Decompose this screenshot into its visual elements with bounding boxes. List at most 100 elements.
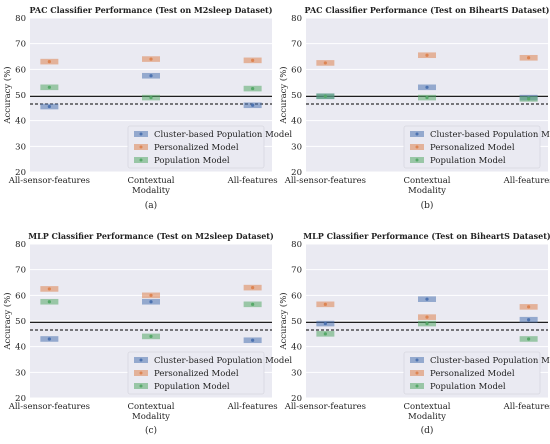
legend-label-personalized: Personalized Model	[430, 369, 515, 379]
data-point-cluster	[323, 321, 327, 326]
panel-caption: (d)	[421, 425, 434, 436]
x-tick-label: All-sensor-features	[284, 402, 366, 412]
legend-marker-population	[415, 158, 419, 162]
chart-title: MLP Classifier Performance (Test on Bihe…	[303, 231, 550, 241]
data-point-population	[323, 332, 327, 336]
data-point-population	[149, 334, 153, 338]
data-point-personalized	[323, 61, 327, 65]
y-tick-label: 20	[15, 168, 26, 178]
y-tick-label: 50	[15, 91, 26, 101]
legend-marker-cluster	[139, 132, 143, 136]
y-tick-label: 20	[15, 394, 26, 404]
y-tick-label: 70	[291, 40, 302, 50]
chart-panel-2: 20 30 40 50 60 70 80 All-sensor-features Context…	[278, 5, 550, 211]
legend-marker-personalized	[415, 145, 419, 149]
legend: Cluster-based Population Model Personaliz…	[403, 351, 550, 395]
data-point-population	[149, 95, 153, 100]
y-tick-label: 40	[291, 343, 302, 353]
y-tick-label: 30	[15, 142, 26, 152]
legend-label-personalized: Personalized Model	[154, 143, 239, 153]
legend-marker-personalized	[415, 371, 419, 375]
legend-label-population: Population Model	[430, 382, 506, 392]
legend-marker-population	[139, 158, 143, 162]
data-point-population	[527, 337, 531, 341]
legend: Cluster-based Population Model Personaliz…	[127, 125, 292, 169]
data-point-personalized	[251, 286, 255, 290]
y-tick-label: 60	[15, 65, 26, 75]
x-axis-label: Modality	[132, 412, 170, 422]
y-tick-label: 60	[291, 65, 302, 75]
data-point-personalized	[425, 53, 429, 57]
y-tick-label: 30	[291, 142, 302, 152]
x-axis-label: Modality	[408, 186, 446, 196]
panel-caption: (a)	[145, 200, 157, 211]
x-tick-label: All-sensor-features	[8, 402, 90, 412]
chart-title: PAC Classifier Performance (Test on Bihe…	[305, 5, 550, 15]
legend-label-population: Population Model	[154, 382, 230, 392]
data-point-personalized	[425, 315, 429, 319]
y-tick-label: 80	[15, 14, 26, 24]
y-tick-label: 30	[291, 368, 302, 378]
data-point-population	[251, 302, 255, 306]
chart-panel-4: 20 30 40 50 60 70 80 All-sensor-features Context…	[278, 231, 550, 436]
y-tick-label: 60	[291, 291, 302, 301]
y-tick-label: 80	[291, 240, 302, 250]
x-tick-label: All-features	[503, 176, 550, 186]
legend-label-cluster: Cluster-based Population Model	[430, 356, 550, 366]
legend-marker-personalized	[139, 371, 143, 375]
legend-box	[403, 351, 541, 395]
data-point-population	[425, 95, 429, 100]
chart-title: PAC Classifier Performance (Test on M2sl…	[29, 5, 272, 15]
data-point-cluster	[425, 85, 429, 89]
data-point-cluster	[251, 103, 255, 107]
data-point-personalized	[527, 56, 531, 60]
y-tick-label: 30	[15, 368, 26, 378]
y-tick-label: 70	[15, 266, 26, 276]
legend-box	[403, 125, 541, 169]
legend-box	[127, 351, 265, 395]
y-tick-label: 50	[291, 317, 302, 327]
y-axis-label: Accuracy (%)	[2, 66, 13, 124]
legend-label-cluster: Cluster-based Population Model	[154, 356, 292, 366]
y-tick-label: 50	[291, 91, 302, 101]
data-point-population	[527, 97, 531, 101]
legend-label-personalized: Personalized Model	[154, 369, 239, 379]
x-axis-label: Modality	[408, 412, 446, 422]
x-tick-label: All-features	[227, 176, 278, 186]
legend-marker-cluster	[139, 358, 143, 362]
chart-title: MLP Classifier Performance (Test on M2sl…	[28, 231, 274, 241]
y-axis-label: Accuracy (%)	[278, 66, 289, 124]
y-tick-label: 40	[291, 117, 302, 127]
x-tick-label: All-sensor-features	[284, 176, 366, 186]
legend: Cluster-based Population Model Personaliz…	[403, 125, 550, 169]
panel-caption: (b)	[421, 200, 434, 211]
data-point-personalized	[149, 293, 153, 297]
data-point-cluster	[149, 74, 153, 78]
data-point-population	[425, 321, 429, 326]
panel-caption: (c)	[145, 425, 157, 436]
legend-marker-cluster	[415, 358, 419, 362]
y-tick-label: 60	[15, 291, 26, 301]
legend-marker-cluster	[415, 132, 419, 136]
legend-marker-personalized	[139, 145, 143, 149]
y-tick-label: 40	[15, 117, 26, 127]
y-tick-label: 80	[291, 14, 302, 24]
data-point-cluster	[527, 318, 531, 322]
legend: Cluster-based Population Model Personaliz…	[127, 351, 292, 395]
data-point-population	[251, 86, 255, 91]
y-tick-label: 20	[291, 394, 302, 404]
legend-label-population: Population Model	[154, 156, 230, 166]
data-point-cluster	[425, 297, 429, 301]
data-point-personalized	[47, 60, 51, 64]
x-tick-label: Contextual	[403, 402, 450, 412]
data-point-personalized	[47, 287, 51, 291]
legend-label-cluster: Cluster-based Population Model	[430, 130, 550, 140]
legend-label-population: Population Model	[430, 156, 506, 166]
legend-label-cluster: Cluster-based Population Model	[154, 130, 292, 140]
data-point-population	[47, 300, 51, 304]
data-point-personalized	[323, 302, 327, 306]
chart-panel-3: 20 30 40 50 60 70 80 All-sensor-features Context…	[2, 231, 292, 436]
x-tick-label: Contextual	[127, 176, 174, 186]
legend-label-personalized: Personalized Model	[430, 143, 515, 153]
